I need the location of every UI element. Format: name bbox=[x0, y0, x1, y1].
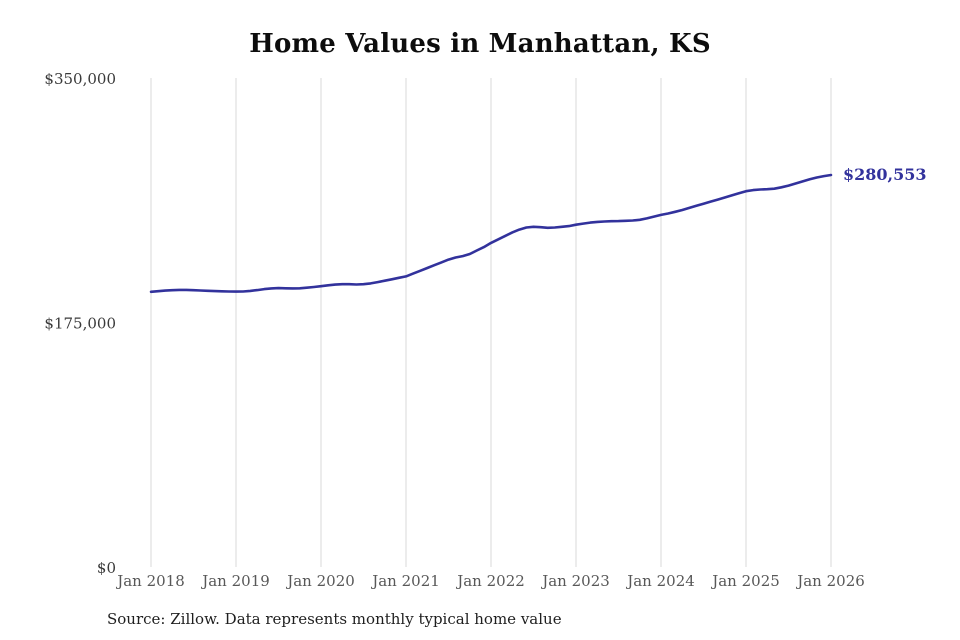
latest-value-label: $280,553 bbox=[843, 165, 927, 185]
x-axis-tick-label: Jan 2026 bbox=[795, 572, 865, 590]
y-axis-tick-label: $0 bbox=[97, 559, 116, 577]
home-value-series-line bbox=[149, 173, 833, 294]
source-note: Source: Zillow. Data represents monthly … bbox=[107, 610, 562, 628]
x-axis-tick-label: Jan 2021 bbox=[370, 572, 440, 590]
chart-title: Home Values in Manhattan, KS bbox=[249, 29, 711, 59]
x-axis-tick-label: Jan 2023 bbox=[540, 572, 610, 590]
x-axis-tick-label: Jan 2024 bbox=[625, 572, 695, 590]
y-axis-tick-label: $175,000 bbox=[44, 315, 116, 333]
y-axis-tick-label: $350,000 bbox=[44, 70, 116, 88]
x-axis-tick-label: Jan 2019 bbox=[200, 572, 270, 590]
x-axis-tick-label: Jan 2025 bbox=[710, 572, 780, 590]
x-axis-tick-label: Jan 2018 bbox=[115, 572, 185, 590]
x-axis-tick-label: Jan 2020 bbox=[285, 572, 355, 590]
x-axis-tick-label: Jan 2022 bbox=[455, 572, 525, 590]
